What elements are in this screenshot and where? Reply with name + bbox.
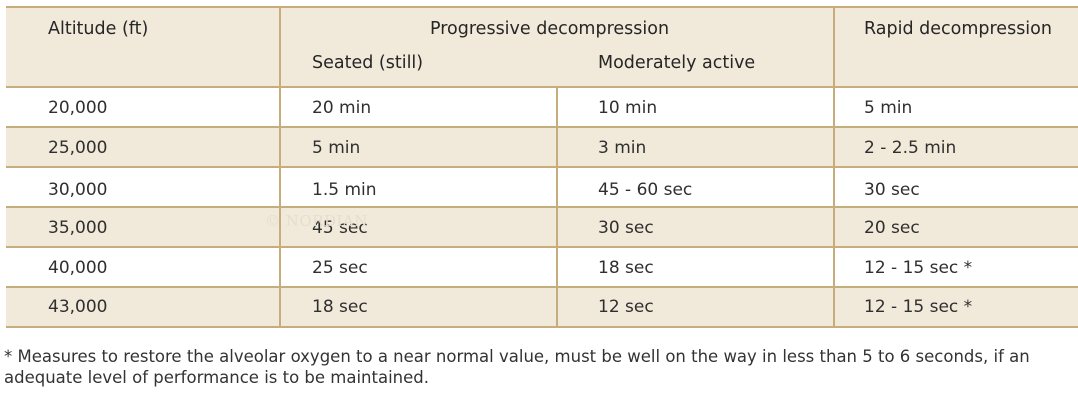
header-seated: Seated (still) (312, 53, 424, 73)
seated-cell: 18 sec (312, 297, 368, 317)
seated-cell: 45 sec (312, 218, 368, 238)
seated-cell: 1.5 min (312, 180, 377, 200)
column-divider (556, 86, 558, 326)
header-altitude: Altitude (ft) (48, 19, 149, 39)
altitude-cell: 25,000 (48, 138, 108, 158)
table-row: 25,000 5 min 3 min 2 - 2.5 min (6, 126, 1078, 166)
column-divider (279, 6, 281, 326)
table-row: 35,000 45 sec 30 sec 20 sec (6, 206, 1078, 246)
header-progressive-decompression: Progressive decompression (430, 19, 670, 39)
seated-cell: 20 min (312, 98, 372, 118)
table-row: 20,000 20 min 10 min 5 min (6, 86, 1078, 126)
column-divider (833, 6, 835, 326)
watermark: © NORDIAN (265, 212, 368, 230)
header-moderately-active: Moderately active (598, 53, 756, 73)
moderate-cell: 18 sec (598, 258, 654, 278)
moderate-cell: 45 - 60 sec (598, 180, 693, 200)
altitude-cell: 43,000 (48, 297, 108, 317)
rapid-cell: 20 sec (864, 218, 920, 238)
rapid-cell: 5 min (864, 98, 913, 118)
moderate-cell: 10 min (598, 98, 658, 118)
table-header: Altitude (ft) Progressive decompression … (6, 6, 1078, 86)
table-row: 43,000 18 sec 12 sec 12 - 15 sec * (6, 286, 1078, 328)
altitude-cell: 35,000 (48, 218, 108, 238)
table-row: 40,000 25 sec 18 sec 12 - 15 sec * (6, 246, 1078, 286)
altitude-cell: 30,000 (48, 180, 108, 200)
seated-cell: 5 min (312, 138, 361, 158)
header-rapid-decompression: Rapid decompression (864, 19, 1052, 39)
moderate-cell: 30 sec (598, 218, 654, 238)
rapid-cell: 2 - 2.5 min (864, 138, 957, 158)
rapid-cell: 12 - 15 sec * (864, 297, 973, 317)
decompression-table: Altitude (ft) Progressive decompression … (6, 6, 1078, 328)
footnote: * Measures to restore the alveolar oxyge… (4, 347, 1030, 387)
seated-cell: 25 sec (312, 258, 368, 278)
altitude-cell: 20,000 (48, 98, 108, 118)
moderate-cell: 3 min (598, 138, 647, 158)
altitude-cell: 40,000 (48, 258, 108, 278)
moderate-cell: 12 sec (598, 297, 654, 317)
rapid-cell: 30 sec (864, 180, 920, 200)
table-row: 30,000 1.5 min 45 - 60 sec 30 sec (6, 166, 1078, 206)
rapid-cell: 12 - 15 sec * (864, 258, 973, 278)
